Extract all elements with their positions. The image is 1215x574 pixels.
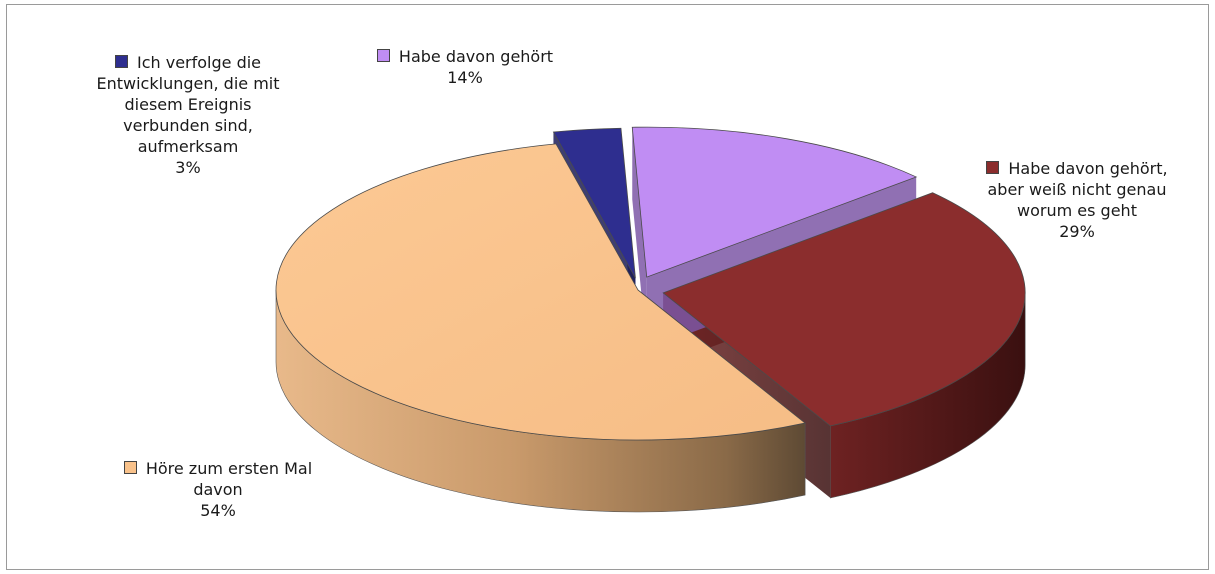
label-blue-line-2: diesem Ereignis <box>124 95 252 114</box>
pie-slice-0 <box>631 126 918 278</box>
label-peach-line-1: davon <box>193 480 243 499</box>
label-blue-line-0: Ich verfolge die <box>136 53 262 72</box>
label-blue: Ich verfolge die Entwicklungen, die mit … <box>58 52 318 178</box>
label-blue-line-3: verbunden sind, <box>123 116 253 135</box>
pie-slice-2 <box>275 143 807 441</box>
swatch-purple <box>376 49 390 62</box>
label-red-line-0: Habe davon gehört, <box>1008 159 1168 178</box>
label-blue-line-1: Entwicklungen, die mit <box>96 74 280 93</box>
swatch-red <box>986 161 1000 174</box>
pie-slice-3 <box>552 127 636 279</box>
label-peach-pct: 54% <box>200 501 236 520</box>
pie-slice-1 <box>662 192 1026 427</box>
label-peach-line-0: Höre zum ersten Mal <box>145 459 313 478</box>
swatch-blue <box>114 55 128 68</box>
swatch-peach <box>123 461 137 474</box>
label-red-line-1: aber weiß nicht genau <box>987 180 1167 199</box>
label-purple: Habe davon gehört 14% <box>360 46 570 88</box>
label-red: Habe davon gehört, aber weiß nicht genau… <box>952 158 1202 242</box>
pie-slices <box>275 126 1026 441</box>
label-blue-pct: 3% <box>175 158 201 177</box>
label-red-line-2: worum es geht <box>1017 201 1137 220</box>
label-red-pct: 29% <box>1059 222 1095 241</box>
label-blue-line-4: aufmerksam <box>137 137 239 156</box>
label-purple-pct: 14% <box>447 68 483 87</box>
label-peach: Höre zum ersten Mal davon 54% <box>98 458 338 521</box>
label-purple-line-0: Habe davon gehört <box>398 47 554 66</box>
